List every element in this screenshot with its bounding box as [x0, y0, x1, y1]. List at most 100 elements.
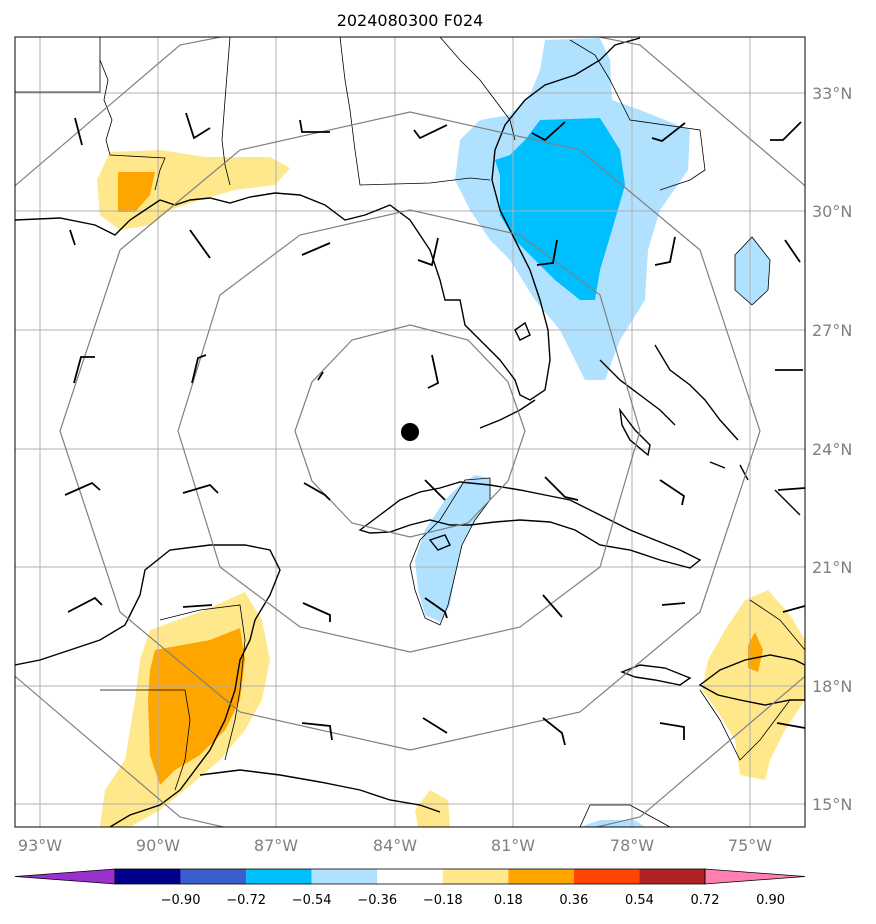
wind-barb: [542, 717, 566, 746]
colorbar-tick-label: −0.90: [161, 893, 201, 908]
wind-barb: [317, 371, 324, 381]
positive-region-honduras: [415, 790, 450, 827]
colorbar-segment: [180, 869, 247, 884]
bahamas-3: [654, 344, 739, 441]
wind-barb: [302, 602, 331, 622]
negative-region-ne-florida-core: [495, 118, 625, 300]
wind-barb: [654, 236, 676, 266]
lat-label: 21°N: [812, 558, 852, 577]
wind-barb: [651, 122, 686, 142]
wind-barb: [64, 481, 101, 496]
wind-barb: [182, 604, 213, 608]
wind-barb: [777, 487, 805, 491]
wind-barb: [424, 597, 448, 619]
wind-barbs: [64, 112, 805, 746]
honduras-coast: [199, 769, 441, 813]
colorbar-tick-label: 0.90: [756, 893, 785, 908]
wind-barb: [659, 722, 685, 740]
colorbar-segment: [639, 869, 705, 884]
range-rings: [15, 37, 805, 827]
wind-barb: [299, 119, 330, 133]
wind-barb: [770, 121, 802, 141]
lon-label: 78°W: [610, 836, 654, 855]
wind-barb: [69, 229, 76, 246]
wind-barb: [67, 596, 103, 613]
isla-juventud: [428, 534, 451, 551]
colorbar-segment: [115, 869, 181, 884]
coastlines: [15, 37, 805, 827]
positive-region-louisiana-core: [118, 172, 155, 212]
range-ring-3: [59, 111, 761, 751]
gulf-coast-north: [15, 37, 641, 401]
lat-label: 15°N: [812, 795, 852, 814]
wind-barb: [776, 722, 805, 729]
wind-barb: [424, 479, 446, 501]
colorbar-segment: [377, 869, 443, 884]
negative-region-atlantic: [735, 237, 770, 305]
lon-label: 90°W: [136, 836, 180, 855]
florida-keys: [479, 399, 536, 429]
wind-barb: [542, 594, 563, 618]
wind-barb: [74, 117, 83, 146]
colorbar-segment: [508, 869, 574, 884]
lon-label: 75°W: [728, 836, 772, 855]
positive-region-yucatan-core: [148, 628, 245, 785]
colorbar-extend-max: [704, 868, 806, 885]
colorbar: −0.90 −0.72 −0.54 −0.36 −0.18 0.18 0.36 0.54 0.7…: [14, 868, 806, 908]
wind-barb: [413, 124, 448, 140]
colorbar-tick-label: −0.54: [292, 893, 332, 908]
yucatan-coast: [15, 544, 281, 827]
bahamas-1: [599, 359, 676, 426]
wind-barb: [73, 356, 95, 384]
jamaica: [620, 664, 692, 686]
wind-barb: [417, 237, 439, 267]
positive-region-hispaniola: [702, 590, 805, 780]
lat-label: 33°N: [812, 84, 852, 103]
colorbar-segment: [246, 869, 312, 884]
wind-barb: [531, 121, 566, 142]
colorbar-tick-label: −0.36: [357, 893, 397, 908]
wind-barb: [189, 229, 211, 259]
colorbar-tick-label: 0.18: [494, 893, 523, 908]
colorbar-tick-label: 0.54: [625, 893, 654, 908]
colorbar-tick-label: −0.18: [423, 893, 463, 908]
lon-label: 87°W: [254, 836, 298, 855]
map-frame: [14, 36, 806, 828]
wind-barb: [536, 239, 558, 266]
lon-label: 93°W: [18, 836, 62, 855]
colorbar-frame: [114, 868, 706, 885]
wind-barb: [301, 722, 333, 741]
range-ring-2: [177, 209, 641, 653]
cuba-coast: [358, 481, 702, 569]
lon-label: 84°W: [373, 836, 417, 855]
colorbar-extend-min: [14, 868, 116, 885]
lake-okeechobee: [514, 321, 531, 341]
longitude-labels: 93°W 90°W 87°W 84°W 81°W 78°W 75°W: [18, 836, 772, 855]
wind-barb: [659, 479, 686, 506]
hispaniola: [698, 654, 805, 706]
colorbar-segment: [311, 869, 378, 884]
colorbar-segment: [573, 869, 640, 884]
graticule: [15, 37, 805, 827]
map-plot-area: [15, 37, 805, 827]
lat-label: 24°N: [812, 440, 852, 459]
wind-barb: [303, 482, 331, 501]
wind-barb: [661, 602, 686, 606]
negative-region-cuba: [415, 475, 490, 622]
shaded-field: [97, 38, 805, 827]
wind-barb: [784, 239, 801, 263]
colorbar-tick-label: −0.72: [226, 893, 266, 908]
storm-center-marker: [401, 423, 419, 441]
borders: [15, 37, 805, 827]
colorbar-tick-label: 0.36: [559, 893, 588, 908]
map-title: 2024080300 F024: [337, 11, 484, 30]
bahamas-2: [618, 407, 651, 457]
wind-barb: [191, 354, 207, 384]
wind-barb: [782, 605, 805, 613]
lon-label: 81°W: [491, 836, 535, 855]
lat-label: 18°N: [812, 677, 852, 696]
latitude-labels: 33°N 30°N 27°N 24°N 21°N 18°N 15°N: [812, 84, 852, 814]
colorbar-segment: [442, 869, 509, 884]
wind-barb: [544, 476, 579, 501]
